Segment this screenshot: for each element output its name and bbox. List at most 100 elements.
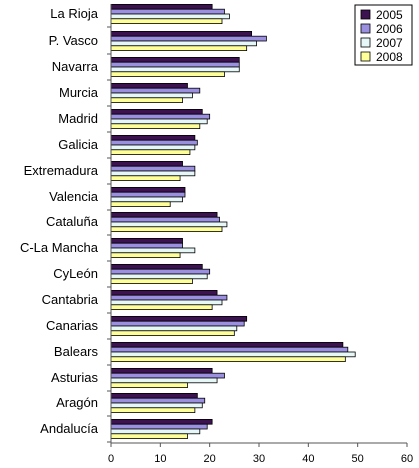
bar-2007-12	[110, 325, 238, 332]
category-label: P. Vasco	[49, 33, 98, 48]
x-axis-ticks: 0 10 20 30 40 50 60	[108, 443, 413, 465]
bar-2008-6	[110, 175, 181, 182]
bar-2005-1	[110, 30, 253, 37]
bar-2008-2	[110, 71, 225, 78]
bar-2005-4	[110, 109, 203, 115]
bar-2005-16	[110, 418, 213, 425]
bar-2006-14	[110, 372, 225, 379]
bar-2005-6	[110, 160, 183, 167]
bar-2005-12	[110, 315, 248, 322]
bar-2007-14	[110, 377, 218, 384]
bar-2008-0	[110, 18, 223, 24]
bar-2005-7	[110, 186, 186, 193]
bar-2008-10	[110, 278, 193, 284]
legend-label: 2006	[376, 22, 403, 36]
category-label: Murcia	[59, 85, 99, 100]
bar-2005-3	[110, 83, 188, 89]
bar-2008-12	[110, 330, 235, 336]
legend-swatch-2005	[360, 9, 371, 20]
bar-2006-13	[110, 346, 349, 353]
category-label: Cantabria	[42, 292, 99, 307]
x-tick-label: 40	[302, 453, 314, 465]
bar-2006-1	[110, 35, 267, 42]
category-label: Galicia	[58, 137, 99, 152]
bar-2006-10	[110, 268, 211, 275]
bar-2006-4	[110, 113, 211, 120]
bar-2005-8	[110, 211, 218, 218]
bar-2008-13	[110, 356, 346, 362]
bar-2006-2	[110, 61, 240, 68]
bar-2006-7	[110, 191, 186, 198]
bar-2007-13	[110, 351, 356, 358]
legend-swatch-2007	[360, 37, 371, 48]
bar-2007-5	[110, 144, 196, 151]
bar-2008-5	[110, 149, 191, 156]
bar-2006-16	[110, 423, 208, 430]
bar-2008-9	[110, 252, 181, 259]
bar-2006-9	[110, 242, 183, 249]
bar-2007-10	[110, 273, 208, 280]
legend-swatch-2008	[360, 51, 371, 62]
bar-2005-9	[110, 237, 183, 244]
bar-2008-8	[110, 226, 223, 233]
bar-2007-8	[110, 221, 228, 228]
category-labels: La Rioja P. Vasco Navarra Murcia Madrid Galic…	[20, 6, 111, 443]
legend-swatch-2006	[360, 23, 371, 34]
legend-label: 2005	[376, 8, 403, 22]
bar-2007-0	[110, 13, 230, 20]
bar-2008-16	[110, 433, 188, 439]
x-tick-label: 30	[253, 453, 265, 465]
bar-2007-16	[110, 428, 201, 435]
category-label: Madrid	[58, 111, 98, 126]
bar-2005-13	[110, 341, 344, 348]
category-label: Balears	[54, 344, 99, 359]
bar-2008-14	[110, 382, 188, 388]
bar-2005-10	[110, 263, 203, 270]
bar-2008-15	[110, 407, 196, 413]
x-tick-label: 60	[401, 453, 413, 465]
legend-label: 2008	[376, 50, 403, 64]
bar-2006-6	[110, 165, 196, 172]
legend-label: 2007	[376, 36, 403, 50]
bar-2008-11	[110, 304, 213, 310]
x-tick-label: 0	[108, 453, 114, 465]
category-label: Andalucía	[40, 421, 99, 436]
bar-2006-0	[110, 8, 225, 15]
bar-2008-1	[110, 45, 248, 51]
bar-2005-15	[110, 392, 198, 399]
bars-group	[110, 4, 356, 439]
bar-2006-11	[110, 294, 228, 301]
category-label: Canarias	[46, 318, 99, 333]
category-label: Asturias	[51, 370, 98, 385]
category-label: La Rioja	[50, 6, 98, 21]
x-tick-label: 20	[204, 453, 216, 465]
bar-2007-6	[110, 170, 196, 177]
bar-2007-7	[110, 196, 183, 203]
bar-2005-2	[110, 57, 240, 63]
category-label: Valencia	[49, 189, 99, 204]
bar-2008-3	[110, 97, 183, 104]
category-label: Aragón	[56, 395, 98, 410]
x-tick-label: 50	[352, 453, 364, 465]
bar-2006-3	[110, 87, 201, 94]
category-label: CyLeón	[53, 266, 98, 281]
bar-2007-1	[110, 40, 257, 47]
bar-2007-11	[110, 299, 223, 306]
bar-2006-5	[110, 139, 198, 146]
bar-2007-15	[110, 402, 203, 409]
bar-2007-9	[110, 247, 196, 254]
bar-2007-2	[110, 66, 240, 73]
x-tick-label: 10	[154, 453, 166, 465]
bar-2005-14	[110, 367, 213, 374]
bar-2008-4	[110, 123, 201, 130]
bar-2008-7	[110, 201, 171, 208]
bar-2007-3	[110, 92, 193, 99]
bar-2006-15	[110, 397, 206, 404]
bar-2005-11	[110, 289, 218, 296]
category-label: Extremadura	[24, 163, 99, 178]
category-label: Navarra	[52, 59, 99, 74]
category-label: C-La Mancha	[20, 240, 99, 255]
bar-2005-0	[110, 4, 213, 10]
